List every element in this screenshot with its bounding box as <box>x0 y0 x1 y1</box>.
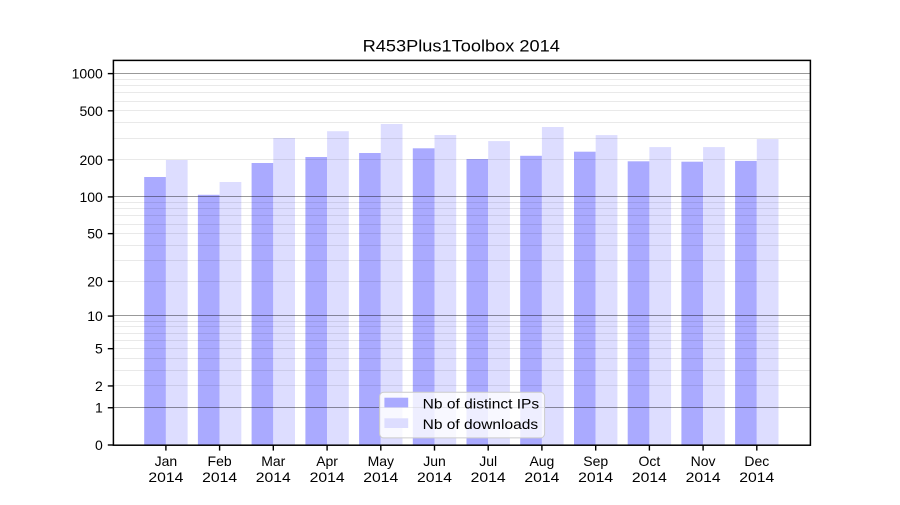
svg-text:1000: 1000 <box>72 66 103 82</box>
svg-text:2014: 2014 <box>310 469 345 485</box>
svg-text:Jun: Jun <box>423 453 446 469</box>
svg-text:May: May <box>368 453 394 469</box>
svg-text:2014: 2014 <box>578 469 613 485</box>
svg-text:2014: 2014 <box>524 469 559 485</box>
svg-text:Nb of downloads: Nb of downloads <box>423 416 538 432</box>
svg-text:0: 0 <box>95 437 103 453</box>
svg-text:2014: 2014 <box>202 469 237 485</box>
svg-text:Feb: Feb <box>208 453 232 469</box>
svg-text:Apr: Apr <box>316 453 338 469</box>
svg-text:5: 5 <box>95 341 103 357</box>
svg-text:2014: 2014 <box>417 469 452 485</box>
svg-text:2014: 2014 <box>686 469 721 485</box>
svg-text:R453Plus1Toolbox 2014: R453Plus1Toolbox 2014 <box>363 36 560 55</box>
svg-text:Jul: Jul <box>479 453 497 469</box>
svg-text:100: 100 <box>79 189 103 205</box>
svg-text:2: 2 <box>95 378 103 394</box>
svg-text:Aug: Aug <box>529 453 554 469</box>
svg-text:2014: 2014 <box>471 469 506 485</box>
svg-text:1: 1 <box>95 400 103 416</box>
svg-text:2014: 2014 <box>256 469 291 485</box>
svg-text:200: 200 <box>79 152 103 168</box>
svg-text:Mar: Mar <box>261 453 285 469</box>
svg-text:Dec: Dec <box>744 453 769 469</box>
svg-text:Nb of distinct IPs: Nb of distinct IPs <box>423 396 540 412</box>
svg-text:50: 50 <box>87 226 103 242</box>
svg-text:Oct: Oct <box>639 453 661 469</box>
svg-text:2014: 2014 <box>632 469 667 485</box>
svg-text:Jan: Jan <box>155 453 178 469</box>
svg-text:2014: 2014 <box>739 469 774 485</box>
svg-text:2014: 2014 <box>148 469 183 485</box>
svg-text:Sep: Sep <box>583 453 608 469</box>
svg-text:10: 10 <box>87 308 103 324</box>
svg-text:20: 20 <box>87 273 103 289</box>
svg-text:2014: 2014 <box>363 469 398 485</box>
svg-text:Nov: Nov <box>691 453 716 469</box>
svg-text:500: 500 <box>79 103 103 119</box>
